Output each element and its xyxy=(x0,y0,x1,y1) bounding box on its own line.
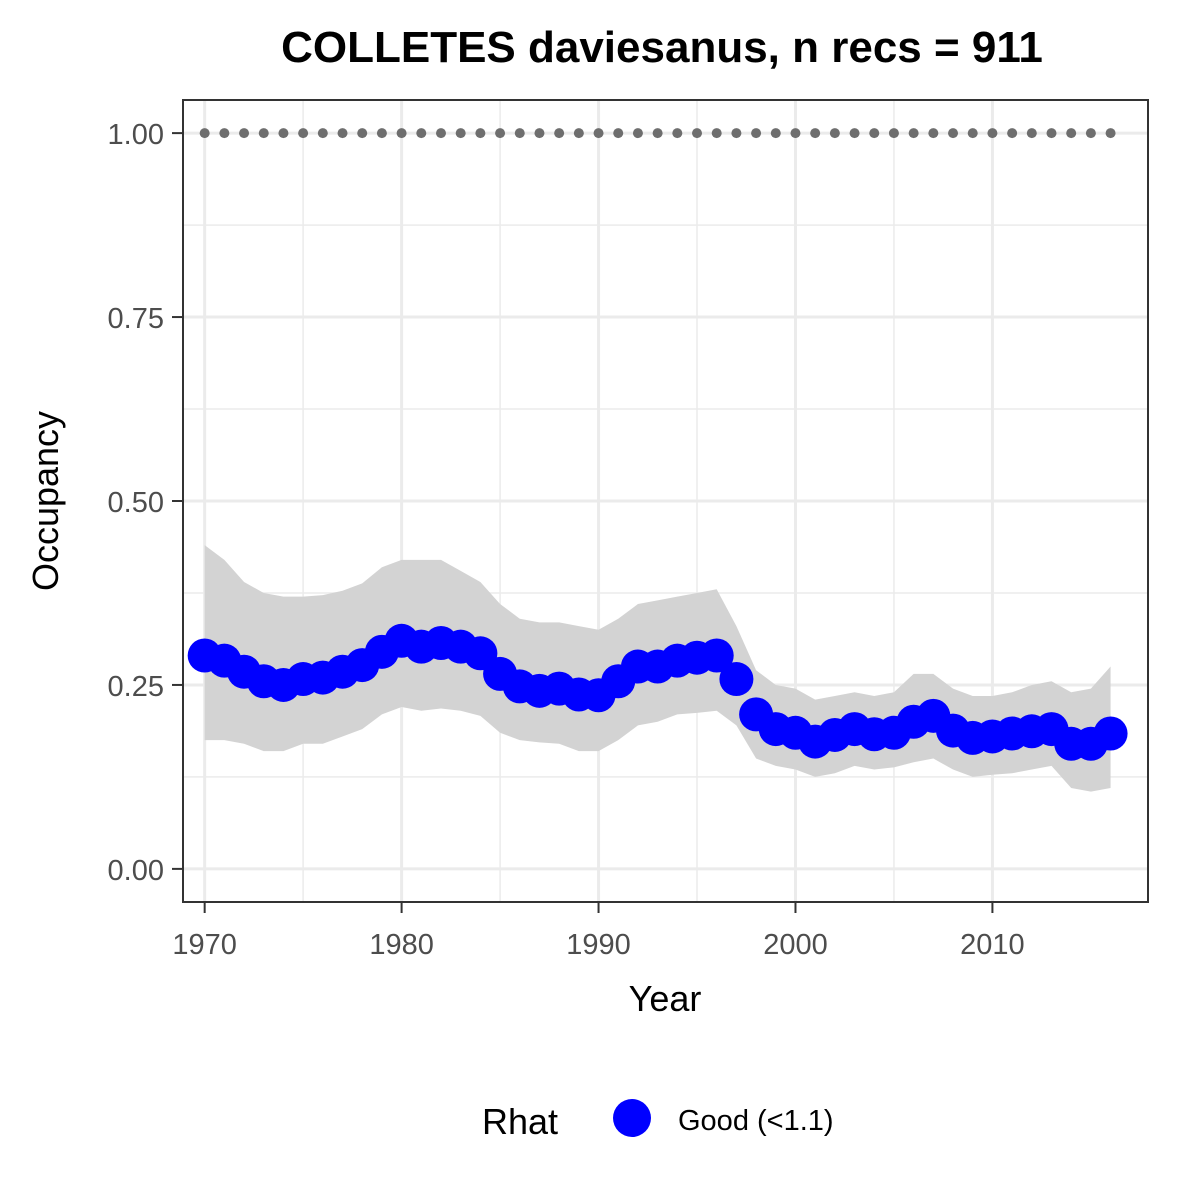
reference-dot xyxy=(632,128,643,139)
reference-dot xyxy=(455,128,466,139)
reference-dot xyxy=(219,128,230,139)
reference-dot xyxy=(1007,128,1018,139)
reference-dot xyxy=(692,128,703,139)
chart-title: COLLETES daviesanus, n recs = 911 xyxy=(281,23,1043,72)
reference-dot xyxy=(928,128,939,139)
y-tick-label: 1.00 xyxy=(108,119,164,151)
reference-dot xyxy=(1105,128,1116,139)
y-tick-label: 0.25 xyxy=(108,671,164,703)
reference-dot xyxy=(534,128,545,139)
reference-dot xyxy=(1046,128,1057,139)
reference-dot xyxy=(810,128,821,139)
reference-dot xyxy=(239,128,250,139)
reference-dot xyxy=(751,128,762,139)
data-point xyxy=(719,662,754,697)
reference-dot xyxy=(790,128,801,139)
reference-dot xyxy=(376,128,387,139)
reference-dot xyxy=(416,128,427,139)
legend-key-good xyxy=(613,1099,651,1137)
x-tick-label: 1970 xyxy=(172,929,237,961)
x-tick-label: 1980 xyxy=(369,929,434,961)
reference-dot xyxy=(869,128,880,139)
reference-dot xyxy=(770,128,781,139)
reference-dot xyxy=(258,128,269,139)
x-tick-label: 1990 xyxy=(566,929,631,961)
data-point xyxy=(1093,716,1128,751)
reference-dot xyxy=(1066,128,1077,139)
reference-line xyxy=(199,128,1116,139)
y-tick-label: 0.50 xyxy=(108,487,164,519)
reference-dot xyxy=(987,128,998,139)
reference-dot xyxy=(278,128,289,139)
reference-dot xyxy=(317,128,328,139)
reference-dot xyxy=(298,128,309,139)
reference-dot xyxy=(672,128,683,139)
x-axis-title: Year xyxy=(629,978,702,1019)
reference-dot xyxy=(849,128,860,139)
reference-dot xyxy=(573,128,584,139)
legend-label-good: Good (<1.1) xyxy=(678,1105,834,1137)
reference-dot xyxy=(435,128,446,139)
reference-dot xyxy=(829,128,840,139)
y-tick-label: 0.75 xyxy=(108,303,164,335)
legend-title: Rhat xyxy=(482,1101,558,1142)
reference-dot xyxy=(396,128,407,139)
reference-dot xyxy=(475,128,486,139)
y-axis: 0.00 0.25 0.50 0.75 1.00 xyxy=(108,119,183,887)
reference-dot xyxy=(652,128,663,139)
occupancy-points xyxy=(187,623,1128,761)
reference-dot xyxy=(1085,128,1096,139)
data-point xyxy=(699,638,734,673)
reference-dot xyxy=(888,128,899,139)
x-tick-label: 2010 xyxy=(960,929,1025,961)
y-axis-title: Occupancy xyxy=(25,411,66,591)
reference-dot xyxy=(337,128,348,139)
reference-dot xyxy=(593,128,604,139)
reference-dot xyxy=(967,128,978,139)
x-axis: 1970 1980 1990 2000 2010 xyxy=(172,902,1025,961)
reference-dot xyxy=(1026,128,1037,139)
x-tick-label: 2000 xyxy=(763,929,828,961)
reference-dot xyxy=(948,128,959,139)
reference-dot xyxy=(495,128,506,139)
reference-dot xyxy=(908,128,919,139)
reference-dot xyxy=(199,128,210,139)
legend: Rhat Good (<1.1) xyxy=(482,1099,834,1142)
reference-dot xyxy=(711,128,722,139)
reference-dot xyxy=(514,128,525,139)
reference-dot xyxy=(554,128,565,139)
reference-dot xyxy=(731,128,742,139)
reference-dot xyxy=(613,128,624,139)
reference-dot xyxy=(357,128,368,139)
y-tick-label: 0.00 xyxy=(108,855,164,887)
